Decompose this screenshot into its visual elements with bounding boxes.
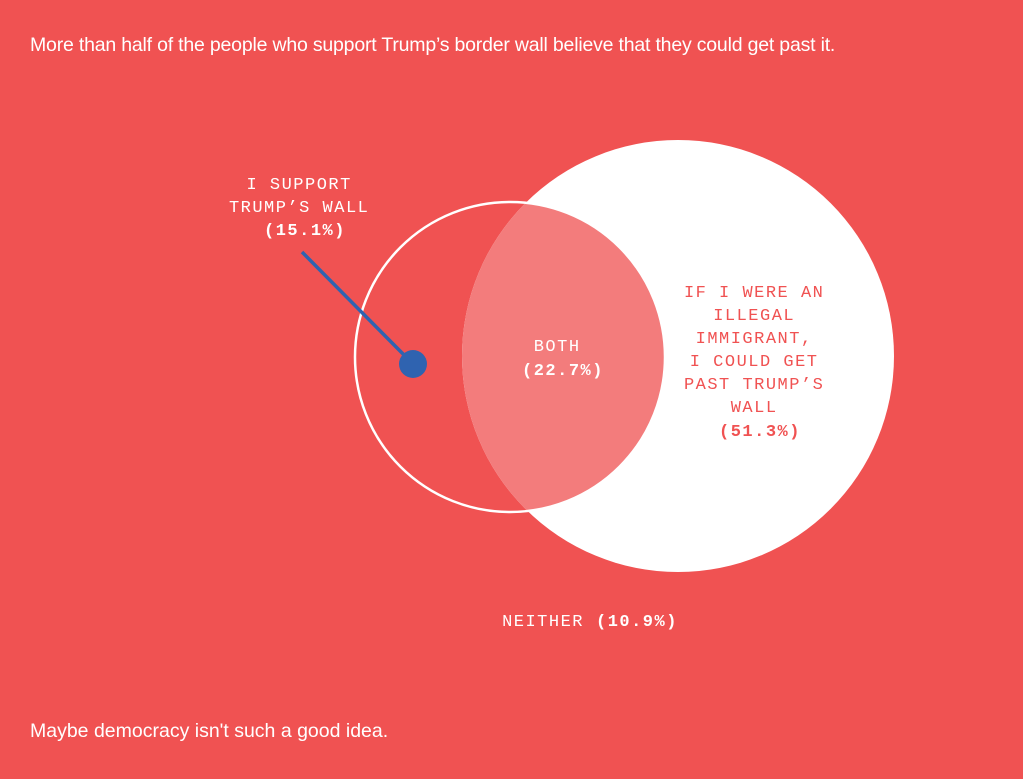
footer-text: Maybe democracy isn't such a good idea. xyxy=(30,720,389,742)
svg-text:I SUPPORT TRUMP’S WALL: I SUPPORT TRUMP’S WALL (15.1%) xyxy=(229,176,381,241)
right-label-line-5: PAST TRUMP’S xyxy=(684,376,824,395)
left-label-line-1: I SUPPORT xyxy=(246,176,351,195)
right-label-line-6: WALL xyxy=(731,399,778,418)
svg-text:IF I WERE AN ILLEGAL I: IF I WERE AN ILLEGAL IMMIGRANT, I COULD … xyxy=(684,284,836,442)
svg-text:BOTH (22.7%): BOTH (22.7%) xyxy=(522,338,604,381)
neither-label: NEITHER xyxy=(502,613,584,632)
left-label-line-2: TRUMP’S WALL xyxy=(229,199,369,218)
right-label-value: (51.3%) xyxy=(719,423,801,442)
neither-value: (10.9%) xyxy=(596,613,678,632)
svg-text:NEITHER(10.9%): NEITHER (10.9%) xyxy=(502,613,678,632)
overlap-label: BOTH xyxy=(534,338,581,357)
pointer-dot xyxy=(399,350,427,378)
headline: More than half of the people who support… xyxy=(30,34,836,56)
overlap-value: (22.7%) xyxy=(522,362,604,381)
overlap-region xyxy=(462,202,665,512)
right-label-line-3: IMMIGRANT, xyxy=(696,330,813,349)
left-label-value: (15.1%) xyxy=(264,222,346,241)
left-set-circle xyxy=(353,200,667,514)
right-label-line-2: ILLEGAL xyxy=(713,307,795,326)
right-label-line-1: IF I WERE AN xyxy=(684,284,824,303)
right-label-line-4: I COULD GET xyxy=(690,353,819,372)
pointer-line xyxy=(300,250,414,365)
